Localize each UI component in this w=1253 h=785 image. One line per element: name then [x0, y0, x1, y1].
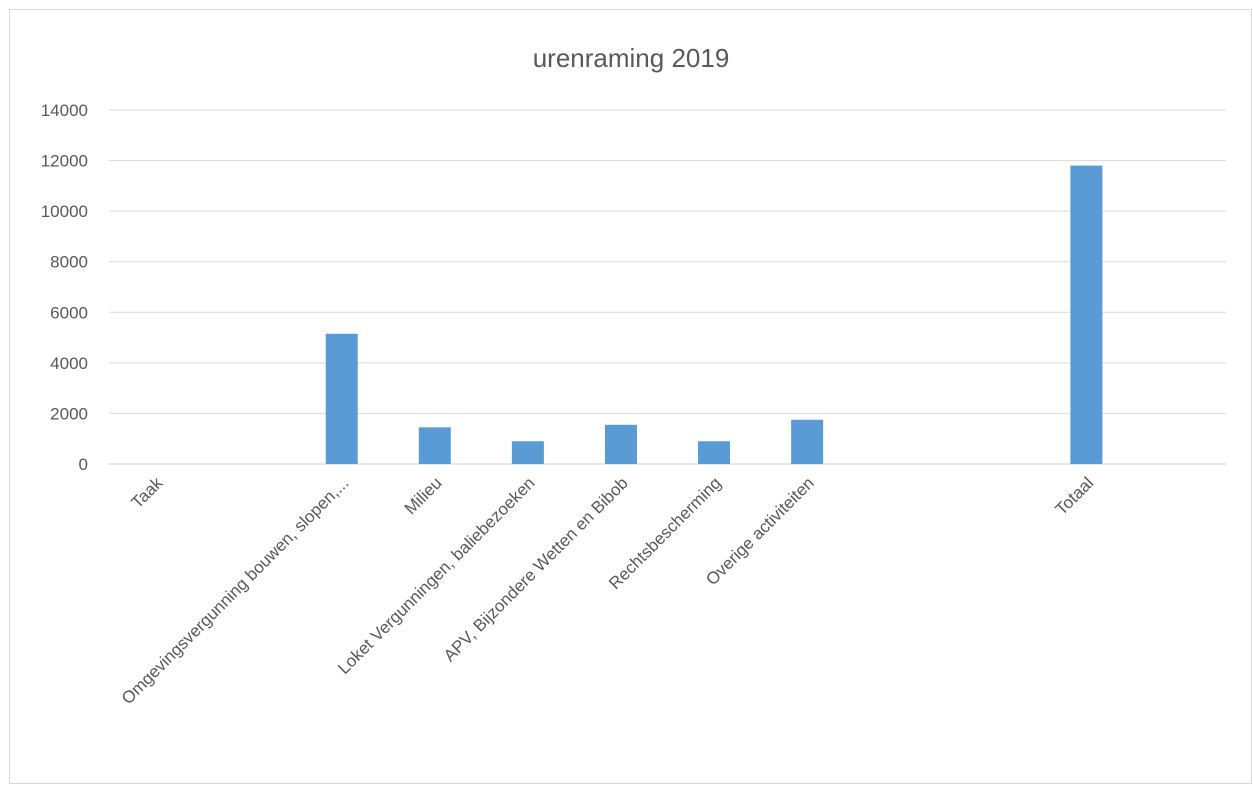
y-tick-label: 2000	[50, 404, 88, 423]
y-tick-label: 12000	[41, 152, 88, 171]
y-tick-label: 10000	[41, 202, 88, 221]
chart-frame	[9, 9, 1252, 784]
y-tick-label: 0	[79, 455, 88, 474]
bar	[511, 441, 544, 464]
x-category-label: APV, Bijzondere Wetten en Bibob	[440, 473, 632, 665]
x-category-label: Milieu	[401, 473, 446, 518]
bar	[698, 441, 731, 464]
gridlines	[109, 109, 1226, 465]
chart-title: urenraming 2019	[533, 43, 730, 73]
x-category-label: Omgevingsvergunning bouwen, slopen,...	[118, 473, 353, 708]
bars	[325, 165, 1103, 464]
y-tick-label: 4000	[50, 354, 88, 373]
bar	[418, 427, 451, 464]
x-category-label: Totaal	[1052, 473, 1098, 519]
bar	[604, 424, 637, 464]
y-tick-label: 14000	[41, 101, 88, 120]
bar	[1070, 165, 1103, 464]
y-tick-label: 8000	[50, 253, 88, 272]
bar	[325, 333, 358, 464]
bar	[791, 419, 824, 464]
x-category-label: Loket Vergunningen, baliebezoeken	[334, 473, 539, 678]
y-tick-label: 6000	[50, 303, 88, 322]
y-axis-ticks: 0 2000 4000 6000 8000 10000 12000 14000	[41, 101, 88, 474]
x-category-label: Taak	[128, 473, 167, 512]
